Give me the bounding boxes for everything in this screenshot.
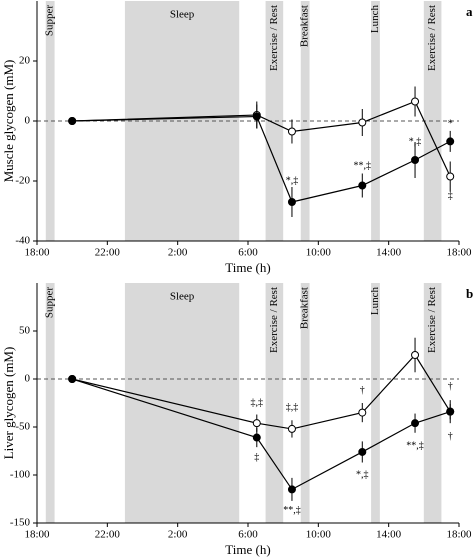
data-point xyxy=(411,351,420,359)
data-point xyxy=(358,408,367,417)
x-tick-label: 2:00 xyxy=(168,247,188,259)
data-point xyxy=(358,447,367,456)
x-tick-label: 10:00 xyxy=(306,247,332,259)
x-tick-label: 14:00 xyxy=(376,247,402,259)
panel-label: a xyxy=(466,4,473,19)
data-point xyxy=(411,156,420,164)
region-label: Exercise / Rest xyxy=(268,5,280,71)
annotation: **,‡ xyxy=(406,440,424,451)
region-label: Exercise / Rest xyxy=(268,287,280,353)
data-point xyxy=(252,433,261,442)
shaded-region xyxy=(265,283,284,523)
x-tick-label: 10:00 xyxy=(306,529,332,541)
x-tick-label: 6:00 xyxy=(238,529,258,541)
region-label: Supper xyxy=(44,287,56,319)
x-tick-label: 22:00 xyxy=(95,529,121,541)
x-tick-label: 2:00 xyxy=(168,529,188,541)
annotation: **,‡ xyxy=(354,160,372,171)
y-tick-label: -20 xyxy=(15,175,30,187)
region-label: Breakfast xyxy=(299,287,311,329)
data-point xyxy=(252,419,261,428)
y-tick-label: -50 xyxy=(15,421,30,433)
region-label: Breakfast xyxy=(299,5,311,47)
region-label: Exercise / Rest xyxy=(426,5,438,71)
shaded-region xyxy=(300,283,310,523)
shaded-region xyxy=(45,283,55,523)
annotation: * xyxy=(448,118,453,129)
region-label: Sleep xyxy=(170,291,195,303)
data-point xyxy=(358,181,367,190)
data-point xyxy=(287,485,296,494)
shaded-region xyxy=(265,1,284,241)
data-point xyxy=(446,172,455,181)
y-tick-label: 50 xyxy=(19,325,31,337)
annotation: ‡ xyxy=(254,452,259,463)
y-tick-label: -100 xyxy=(10,469,31,481)
series-line xyxy=(72,100,451,177)
shaded-region xyxy=(45,1,55,241)
x-tick-label: 18:00 xyxy=(24,247,50,259)
data-point xyxy=(68,375,77,383)
y-tick-label: 0 xyxy=(25,115,31,127)
y-axis-label: Liver glycogen (mM) xyxy=(1,347,16,460)
annotation: **,‡ xyxy=(283,505,301,516)
x-axis-label: Time (h) xyxy=(225,542,270,557)
x-tick-label: 18:00 xyxy=(24,529,50,541)
x-axis-label: Time (h) xyxy=(225,260,270,275)
data-point xyxy=(411,419,420,428)
shaded-region xyxy=(423,283,442,523)
data-point xyxy=(252,112,261,121)
region-label: Lunch xyxy=(369,5,381,34)
annotation: † xyxy=(448,431,453,442)
annotation: ‡ xyxy=(448,190,453,201)
region-label: Lunch xyxy=(369,287,381,316)
annotation: *,‡ xyxy=(356,469,369,480)
y-tick-label: -150 xyxy=(10,517,31,529)
data-point xyxy=(68,117,77,125)
series-line xyxy=(72,115,451,203)
data-point xyxy=(287,127,296,136)
annotation: † xyxy=(360,385,365,396)
x-tick-label: 18:00 xyxy=(446,529,472,541)
region-label: Sleep xyxy=(170,9,195,21)
x-tick-label: 6:00 xyxy=(238,247,258,259)
series-line xyxy=(71,378,451,491)
y-tick-label: -40 xyxy=(15,235,30,247)
series-line xyxy=(72,354,451,430)
y-tick-label: 20 xyxy=(19,55,31,67)
annotation: ‡,‡ xyxy=(251,397,264,408)
y-tick-label: 0 xyxy=(25,373,31,385)
region-label: Supper xyxy=(44,5,56,37)
x-tick-label: 22:00 xyxy=(95,247,121,259)
annotation: *,‡ xyxy=(286,175,299,186)
y-axis-label: Muscle glycogen (mM) xyxy=(1,60,16,183)
panel-label: b xyxy=(466,286,473,301)
data-point xyxy=(446,407,455,416)
data-point xyxy=(411,97,420,106)
annotation: ‡,‡ xyxy=(286,402,299,413)
data-point xyxy=(287,424,296,433)
data-point xyxy=(287,198,296,206)
data-point xyxy=(446,137,455,146)
region-label: Exercise / Rest xyxy=(426,287,438,353)
x-tick-label: 18:00 xyxy=(446,247,472,259)
annotation: † xyxy=(448,381,453,392)
shaded-region xyxy=(124,283,240,523)
data-point xyxy=(358,118,367,127)
shaded-region xyxy=(371,283,380,523)
annotation: *,‡ xyxy=(409,136,422,147)
x-tick-label: 14:00 xyxy=(376,529,402,541)
